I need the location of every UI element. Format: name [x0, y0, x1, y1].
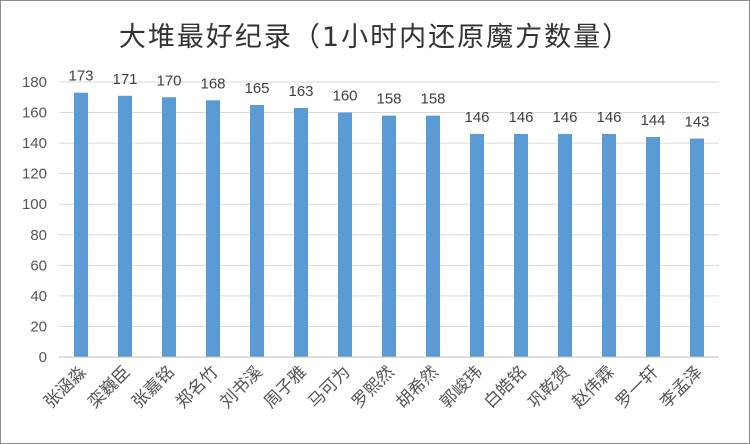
data-label: 146 — [508, 109, 533, 126]
x-category-label: 郑名竹 — [172, 362, 222, 412]
data-label: 146 — [464, 109, 489, 126]
bar — [382, 115, 396, 357]
y-tick-label: 80 — [30, 227, 47, 244]
bar — [250, 104, 264, 358]
y-tick-label: 180 — [22, 74, 47, 91]
data-label: 160 — [332, 88, 357, 105]
x-category-label: 马可为 — [304, 362, 354, 412]
data-label: 158 — [420, 91, 445, 108]
x-category-label: 胡希然 — [392, 362, 442, 412]
y-tick-label: 20 — [30, 318, 47, 335]
x-category-label: 张嘉铭 — [128, 362, 178, 412]
bar — [690, 138, 704, 357]
x-category-label: 李孟泽 — [656, 362, 706, 412]
bar — [558, 133, 572, 357]
bar — [426, 115, 440, 357]
bar — [514, 133, 528, 357]
data-label: 165 — [244, 80, 269, 97]
x-category-label: 栾巍臣 — [84, 362, 134, 412]
y-tick-label: 100 — [22, 196, 47, 213]
x-category-label: 周子雅 — [260, 362, 310, 412]
bar — [118, 95, 132, 357]
y-tick-label: 120 — [22, 166, 47, 183]
bar — [646, 137, 660, 357]
x-category-label: 罗熙然 — [348, 362, 398, 412]
data-label: 158 — [376, 91, 401, 108]
chart-title: 大堆最好纪录（1小时内还原魔方数量） — [118, 22, 632, 53]
data-label: 170 — [156, 72, 181, 89]
data-label: 173 — [68, 68, 93, 85]
data-label: 146 — [596, 109, 621, 126]
bar — [602, 133, 616, 357]
x-category-label: 巩乾贺 — [524, 362, 574, 412]
y-tick-label: 160 — [22, 105, 47, 122]
x-category-label: 郭峻玮 — [436, 362, 486, 412]
data-label: 143 — [684, 114, 709, 131]
x-category-label: 罗一轩 — [612, 362, 662, 412]
data-label: 146 — [552, 109, 577, 126]
x-category-label: 赵伟霖 — [568, 362, 618, 412]
bar — [162, 97, 176, 358]
y-tick-label: 40 — [30, 288, 47, 305]
data-label: 144 — [640, 112, 665, 129]
x-category-label: 白皓铭 — [480, 362, 530, 412]
x-category-label: 刘书溪 — [216, 362, 266, 412]
bar — [74, 92, 88, 357]
bar — [206, 100, 220, 357]
y-tick-label: 140 — [22, 135, 47, 152]
bar — [470, 133, 484, 357]
y-tick-label: 0 — [39, 349, 47, 366]
bar — [294, 107, 308, 357]
y-tick-label: 60 — [30, 257, 47, 274]
x-category-label: 张涵淼 — [40, 362, 90, 412]
data-label: 168 — [200, 75, 225, 92]
bar — [338, 112, 352, 357]
data-label: 163 — [288, 83, 313, 100]
data-label: 171 — [112, 71, 137, 88]
